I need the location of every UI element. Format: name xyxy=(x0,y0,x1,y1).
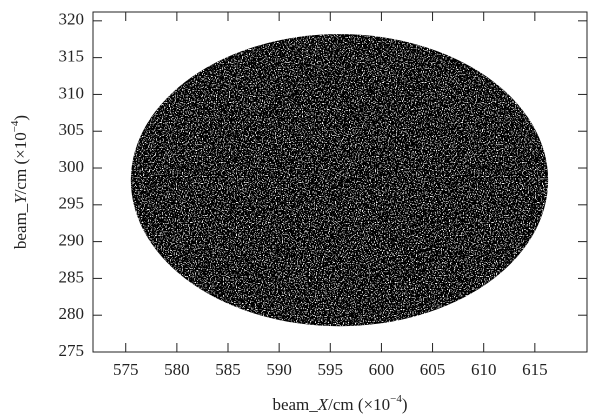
y-tick-label: 315 xyxy=(59,47,85,66)
x-tick-label: 580 xyxy=(164,360,190,379)
x-tick-label: 595 xyxy=(318,360,344,379)
x-tick-label: 585 xyxy=(215,360,241,379)
y-tick-label: 280 xyxy=(59,304,85,323)
plot-frame xyxy=(92,11,588,353)
x-tick-label: 590 xyxy=(266,360,292,379)
y-tick-label: 320 xyxy=(59,10,85,29)
x-tick-label: 615 xyxy=(522,360,548,379)
x-tick-label: 610 xyxy=(471,360,497,379)
y-tick-label: 275 xyxy=(59,341,85,360)
y-tick-label: 285 xyxy=(59,267,85,286)
y-tick-label: 310 xyxy=(59,83,85,102)
y-tick-label: 295 xyxy=(59,194,85,213)
x-axis-label: beam_X/cm (×10−4) xyxy=(272,393,407,414)
y-tick-label: 300 xyxy=(59,157,85,176)
x-tick-label: 600 xyxy=(369,360,395,379)
y-tick-label: 290 xyxy=(59,231,85,250)
x-tick-label: 575 xyxy=(113,360,139,379)
y-axis-label: beam_Y/cm (×10−4) xyxy=(9,115,30,249)
x-tick-label: 605 xyxy=(420,360,446,379)
point-cloud-speckle xyxy=(130,34,549,327)
y-tick-label: 305 xyxy=(59,120,85,139)
